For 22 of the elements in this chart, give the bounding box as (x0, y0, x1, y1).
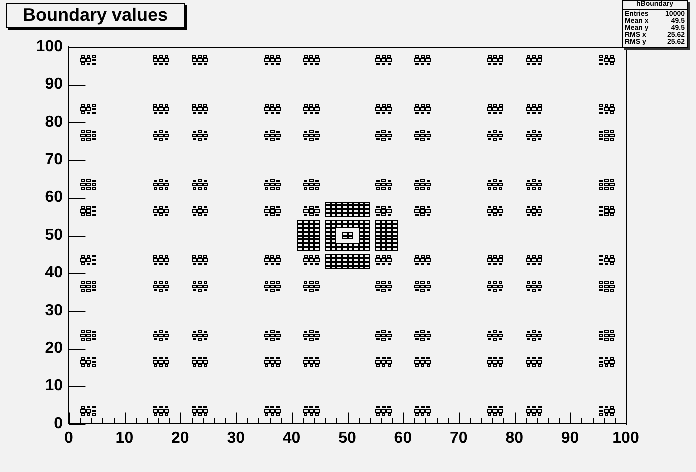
x-tick-label: 30 (227, 430, 246, 448)
x-tick-label: 90 (561, 430, 580, 448)
y-tick-label: 20 (45, 340, 64, 358)
y-tick-label: 30 (45, 302, 64, 320)
x-tick-label: 100 (612, 430, 640, 448)
x-tick-label: 40 (282, 430, 301, 448)
y-tick-label: 10 (45, 378, 64, 395)
x-tick-label: 20 (172, 430, 190, 448)
x-tick-label: 10 (116, 430, 134, 448)
x-tick-label: 80 (506, 430, 524, 448)
y-tick-label: 100 (36, 38, 64, 56)
chart-title: Boundary values (6, 3, 186, 28)
y-tick-label: 70 (45, 152, 64, 169)
y-tick-label: 60 (45, 189, 64, 206)
x-tick-label: 60 (394, 430, 412, 448)
x-tick-label: 50 (338, 430, 356, 448)
y-tick-label: 80 (45, 114, 64, 131)
x-tick-label: 70 (450, 430, 468, 448)
y-tick-label: 40 (45, 264, 64, 282)
y-tick-label: 90 (45, 76, 64, 94)
y-tick-label: 0 (54, 415, 64, 432)
y-tick-label: 50 (45, 226, 64, 244)
